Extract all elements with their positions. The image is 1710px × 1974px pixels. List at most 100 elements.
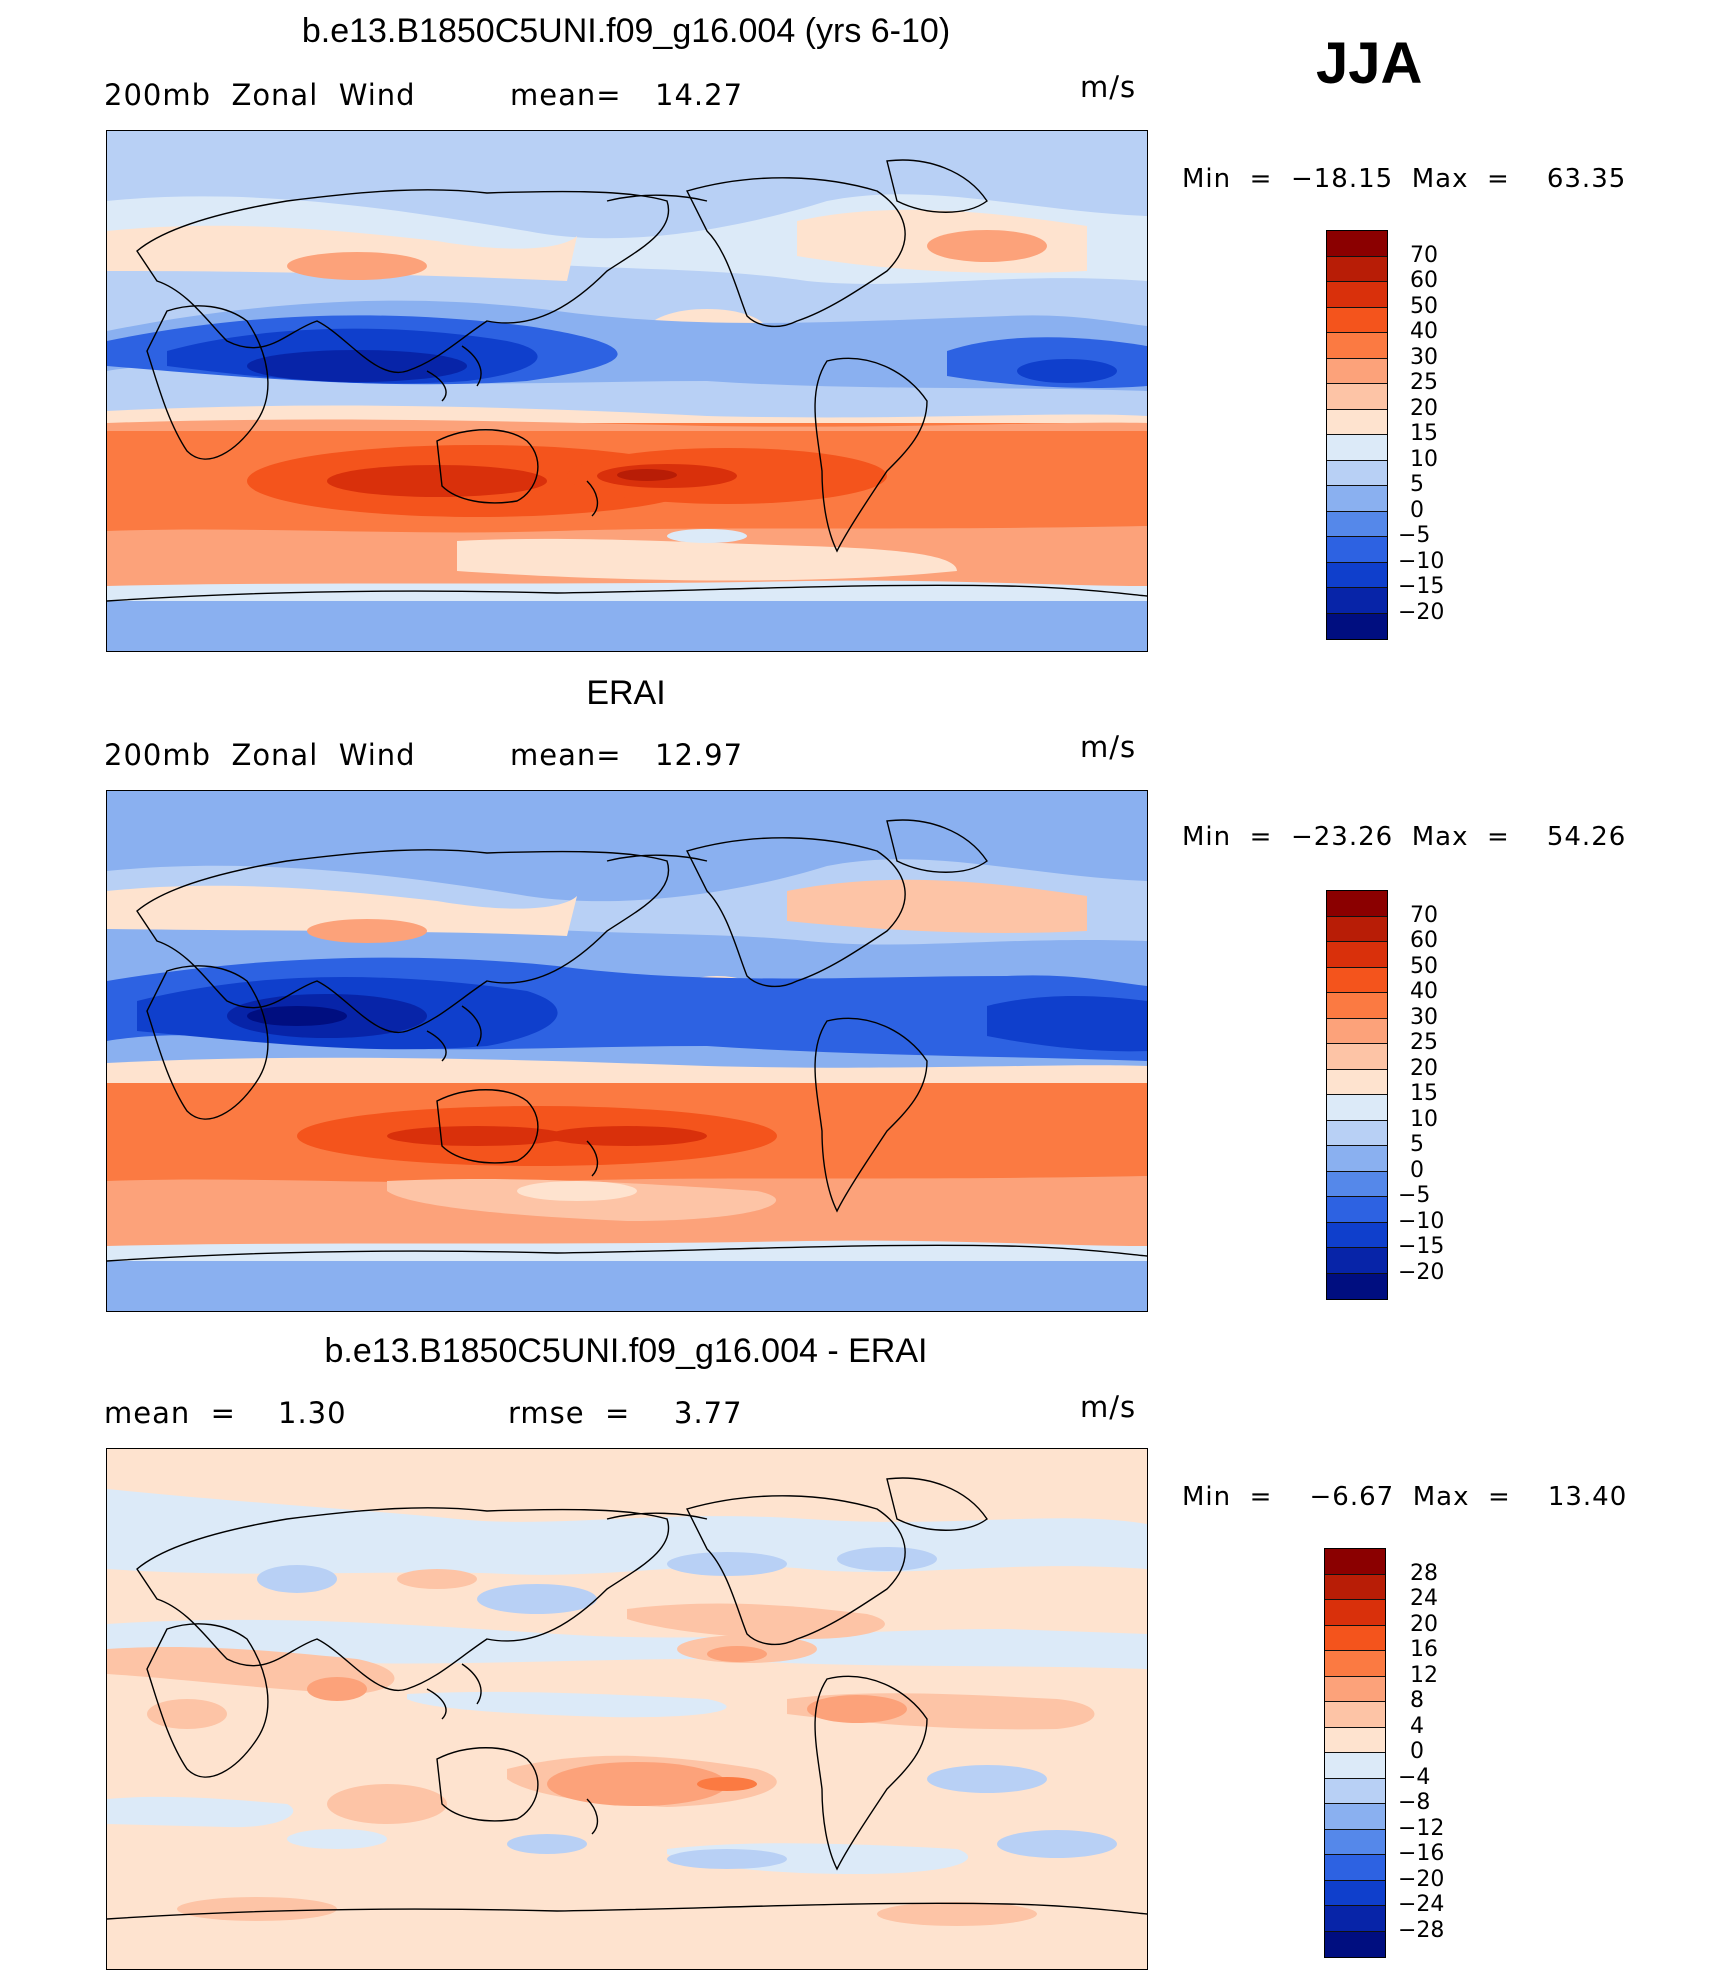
colorbar-swatch bbox=[1325, 1855, 1385, 1881]
colorbar-swatch bbox=[1327, 967, 1387, 993]
colorbar-swatch bbox=[1327, 1044, 1387, 1070]
colorbar-tick-label: 50 bbox=[1410, 953, 1438, 979]
colorbar-tick-label: 50 bbox=[1410, 293, 1438, 319]
colorbar-swatch bbox=[1325, 1676, 1385, 1702]
colorbar-swatch bbox=[1325, 1804, 1385, 1830]
colorbar-swatch bbox=[1325, 1906, 1385, 1932]
colorbar-tick-label: −4 bbox=[1398, 1764, 1431, 1790]
panel-3-map bbox=[106, 1448, 1148, 1970]
panel-2-mean-label: mean= bbox=[510, 738, 622, 772]
colorbar-tick-label: −15 bbox=[1398, 1234, 1445, 1259]
panel-1-map-svg bbox=[107, 131, 1147, 651]
colorbar-tick-label: 40 bbox=[1410, 979, 1438, 1004]
colorbar-tick-label: 40 bbox=[1410, 319, 1438, 344]
colorbar-tick-label: 12 bbox=[1410, 1662, 1438, 1688]
panel-1-map bbox=[106, 130, 1148, 652]
colorbar-tick-label: 20 bbox=[1410, 395, 1438, 421]
colorbar-tick-label: 70 bbox=[1410, 902, 1438, 928]
colorbar-swatch bbox=[1327, 562, 1387, 588]
colorbar-tick-label: 10 bbox=[1410, 1106, 1438, 1132]
colorbar-tick-label: −20 bbox=[1398, 1866, 1445, 1892]
colorbar-tick-label: 16 bbox=[1410, 1637, 1438, 1662]
colorbar-swatch bbox=[1325, 1727, 1385, 1753]
colorbar-swatch bbox=[1327, 1171, 1387, 1197]
panel-1-colorbar bbox=[1326, 230, 1388, 640]
colorbar-swatch bbox=[1327, 1018, 1387, 1044]
colorbar-swatch bbox=[1325, 1702, 1385, 1728]
panel-2-title: ERAI bbox=[586, 674, 666, 712]
colorbar-tick-label: 15 bbox=[1410, 1081, 1438, 1106]
colorbar-swatch bbox=[1325, 1829, 1385, 1855]
colorbar-tick-label: −24 bbox=[1398, 1892, 1445, 1917]
colorbar-tick-label: 0 bbox=[1410, 1157, 1424, 1183]
colorbar-tick-label: 30 bbox=[1410, 344, 1438, 370]
colorbar-swatch bbox=[1327, 486, 1387, 512]
colorbar-swatch bbox=[1325, 1753, 1385, 1779]
colorbar-swatch bbox=[1327, 282, 1387, 308]
colorbar-swatch bbox=[1327, 1273, 1387, 1299]
colorbar-swatch bbox=[1325, 1778, 1385, 1804]
colorbar-swatch bbox=[1327, 537, 1387, 563]
colorbar-tick-label: −20 bbox=[1398, 1259, 1445, 1285]
season-label: JJA bbox=[1316, 31, 1423, 96]
colorbar-tick-label: 5 bbox=[1410, 472, 1424, 497]
panel-1-mean-label: mean= bbox=[510, 78, 622, 112]
colorbar-tick-label: −10 bbox=[1398, 548, 1445, 574]
colorbar-swatch bbox=[1327, 256, 1387, 282]
panel-2-units: m/s bbox=[1080, 730, 1137, 764]
panel-2-map-svg bbox=[107, 791, 1147, 1311]
colorbar-swatch bbox=[1327, 307, 1387, 333]
colorbar-tick-label: −5 bbox=[1398, 523, 1431, 548]
colorbar-tick-label: 25 bbox=[1410, 1030, 1438, 1055]
colorbar-swatch bbox=[1325, 1880, 1385, 1906]
colorbar-swatch bbox=[1327, 942, 1387, 968]
panel-3-units: m/s bbox=[1080, 1390, 1137, 1424]
colorbar-swatch bbox=[1327, 231, 1387, 257]
colorbar-tick-label: 4 bbox=[1410, 1713, 1424, 1739]
colorbar-tick-label: 60 bbox=[1410, 268, 1438, 293]
colorbar-swatch bbox=[1327, 409, 1387, 435]
panel-1-minmax: Min = −18.15 Max = 63.35 bbox=[1182, 164, 1627, 194]
colorbar-tick-label: −12 bbox=[1398, 1815, 1445, 1841]
colorbar-swatch bbox=[1325, 1549, 1385, 1575]
panel-3-rmse-value: 3.77 bbox=[674, 1396, 743, 1430]
colorbar-tick-label: −15 bbox=[1398, 574, 1445, 599]
colorbar-tick-label: 25 bbox=[1410, 370, 1438, 395]
panel-3-title: b.e13.B1850C5UNI.f09_g16.004 - ERAI bbox=[324, 1332, 928, 1370]
colorbar-tick-label: 20 bbox=[1410, 1611, 1438, 1637]
panel-1-units: m/s bbox=[1080, 70, 1137, 104]
colorbar-swatch bbox=[1327, 333, 1387, 359]
colorbar-swatch bbox=[1327, 891, 1387, 917]
panel-2-variable-label: 200mb Zonal Wind bbox=[104, 738, 416, 772]
colorbar-tick-label: 60 bbox=[1410, 928, 1438, 953]
colorbar-tick-label: 28 bbox=[1410, 1560, 1438, 1586]
colorbar-swatch bbox=[1327, 1069, 1387, 1095]
panel-3-mean-value: 1.30 bbox=[278, 1396, 347, 1430]
panel-2-minmax: Min = −23.26 Max = 54.26 bbox=[1182, 822, 1627, 852]
colorbar-swatch bbox=[1327, 511, 1387, 537]
colorbar-tick-label: 8 bbox=[1410, 1688, 1424, 1713]
colorbar-swatch bbox=[1325, 1651, 1385, 1677]
colorbar-tick-label: −16 bbox=[1398, 1841, 1445, 1866]
colorbar-swatch bbox=[1327, 460, 1387, 486]
panel-1-variable-label: 200mb Zonal Wind bbox=[104, 78, 416, 112]
colorbar-tick-label: 24 bbox=[1410, 1586, 1438, 1611]
panel-3-colorbar bbox=[1324, 1548, 1386, 1958]
colorbar-swatch bbox=[1327, 1146, 1387, 1172]
colorbar-swatch bbox=[1327, 1248, 1387, 1274]
colorbar-tick-label: −5 bbox=[1398, 1183, 1431, 1208]
colorbar-swatch bbox=[1327, 993, 1387, 1019]
colorbar-swatch bbox=[1327, 358, 1387, 384]
colorbar-tick-label: −28 bbox=[1398, 1917, 1445, 1943]
panel-3-map-svg bbox=[107, 1449, 1147, 1969]
colorbar-swatch bbox=[1327, 1120, 1387, 1146]
colorbar-swatch bbox=[1327, 1095, 1387, 1121]
panel-2-map bbox=[106, 790, 1148, 1312]
colorbar-swatch bbox=[1327, 916, 1387, 942]
colorbar-swatch bbox=[1327, 613, 1387, 639]
colorbar-tick-label: 30 bbox=[1410, 1004, 1438, 1030]
colorbar-swatch bbox=[1327, 1222, 1387, 1248]
colorbar-tick-label: 10 bbox=[1410, 446, 1438, 472]
panel-1-title: b.e13.B1850C5UNI.f09_g16.004 (yrs 6-10) bbox=[301, 12, 951, 50]
panel-2-mean-value: 12.97 bbox=[655, 738, 744, 772]
